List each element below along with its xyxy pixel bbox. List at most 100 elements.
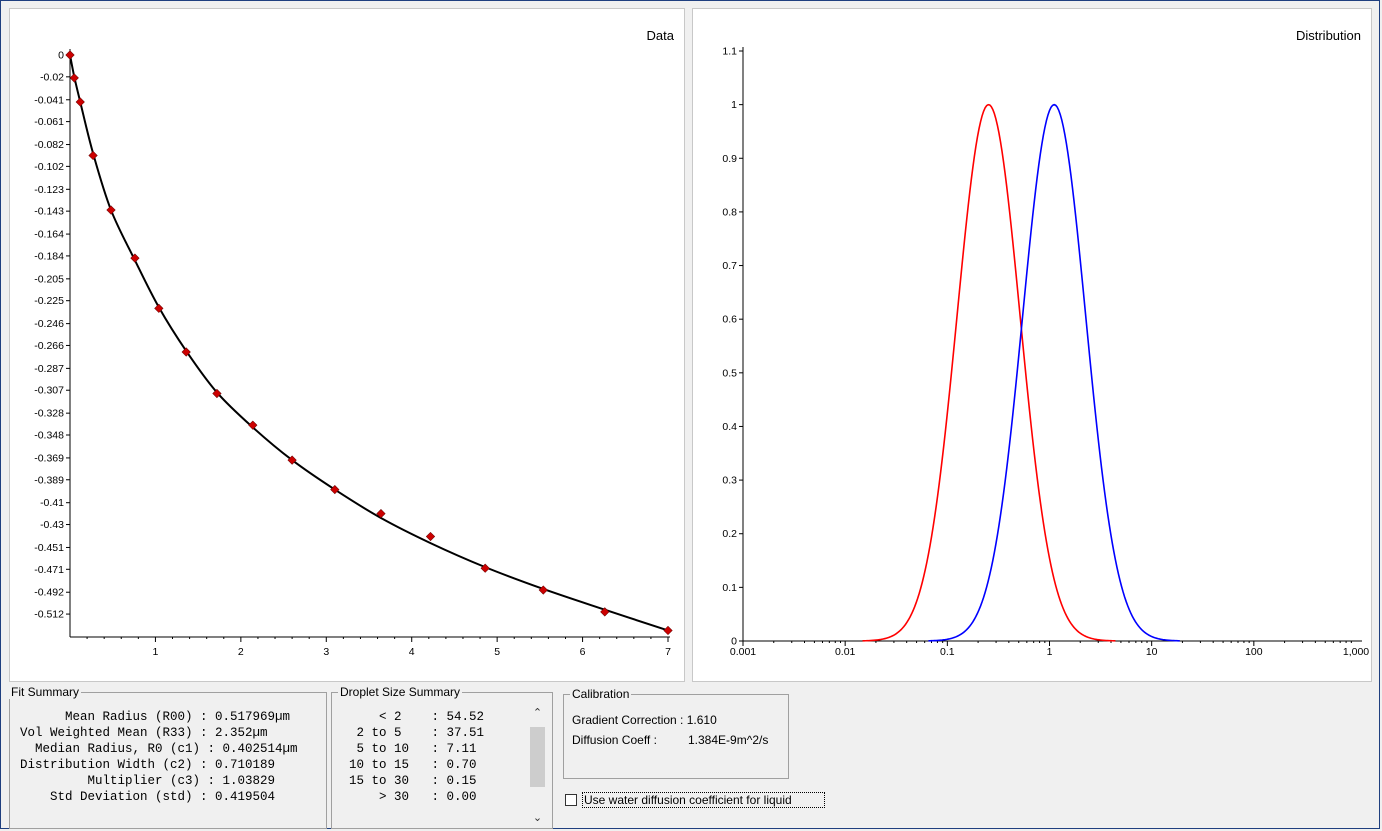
- y-tick-label: -0.389: [34, 474, 64, 486]
- gradient-correction-label: Gradient Correction : 1.610: [572, 713, 717, 727]
- distribution-series-line: [928, 103, 1180, 642]
- x-tick-label: 0.001: [730, 646, 756, 658]
- data-point: [663, 625, 673, 636]
- y-tick-label: -0.369: [34, 452, 64, 464]
- y-tick-label: -0.041: [34, 94, 64, 106]
- y-tick-label: -0.43: [40, 519, 64, 531]
- x-tick-label: 1: [1047, 646, 1053, 658]
- data-point: [212, 388, 222, 399]
- x-tick-label: 1: [153, 646, 159, 658]
- data-point: [376, 509, 386, 519]
- water-diffusion-checkbox-label[interactable]: Use water diffusion coefficient for liqu…: [584, 793, 792, 807]
- distribution-chart-title: Distribution: [1295, 28, 1361, 43]
- y-tick-label: -0.164: [34, 229, 64, 241]
- fit-summary-line: Vol Weighted Mean (R33) : 2.352µm: [20, 726, 268, 740]
- distribution-chart-panel: Distribution 0 0.1 0.2 0.3 0.4 0.5 0.6 0.7 0.8 0.…: [692, 8, 1372, 682]
- y-tick-label: -0.512: [34, 609, 64, 621]
- fit-summary-group: Fit Summary Mean Radius (R00) : 0.517969…: [9, 685, 327, 829]
- data-point: [88, 150, 98, 161]
- fit-summary-line: Distribution Width (c2) : 0.710189: [20, 758, 276, 772]
- y-tick-label: 0: [58, 50, 64, 62]
- y-tick-label: -0.492: [34, 587, 64, 599]
- data-point: [425, 531, 436, 542]
- data-chart-panel: Data 0 -0.02 -0.041 -0.061 -0.082 -0.102 -0.12…: [9, 8, 685, 682]
- y-tick-label: -0.102: [34, 161, 64, 173]
- data-point: [600, 607, 610, 617]
- data-point: [65, 50, 75, 60]
- scroll-up-icon[interactable]: ⌃: [532, 707, 543, 719]
- y-tick-label: -0.307: [34, 385, 64, 397]
- y-tick-label: 1.1: [722, 46, 737, 58]
- water-diffusion-checkbox-row[interactable]: Use water diffusion coefficient for liqu…: [565, 792, 827, 810]
- y-tick-label: -0.451: [34, 542, 64, 554]
- fit-summary-line: Median Radius, R0 (c1) : 0.402514µm: [20, 742, 298, 756]
- droplet-size-row: 2 to 5 : 37.51: [334, 726, 485, 740]
- data-point: [287, 455, 297, 465]
- y-tick-label: -0.266: [34, 340, 64, 352]
- fit-summary-line: Std Deviation (std) : 0.419504: [20, 790, 276, 804]
- y-tick-label: -0.205: [34, 273, 64, 285]
- x-tick-label: 0.01: [835, 646, 856, 658]
- data-point: [69, 73, 79, 83]
- data-chart-title: Data: [646, 28, 674, 43]
- scroll-down-icon[interactable]: ⌄: [532, 812, 543, 824]
- data-point: [130, 253, 140, 263]
- fit-curve: [69, 54, 669, 632]
- y-tick-label: -0.246: [34, 318, 64, 330]
- y-tick-label: -0.02: [40, 71, 64, 83]
- droplet-size-row: < 2 : 54.52: [334, 710, 485, 724]
- y-tick-label: -0.123: [34, 184, 64, 196]
- droplet-size-list[interactable]: < 2 : 54.52 2 to 5 : 37.51 5 to 10 : 7.1…: [334, 701, 530, 827]
- distribution-chart: 0 0.1 0.2 0.3 0.4 0.5 0.6 0.7 0.8 0.9 1 1.1 0.001 0.0…: [722, 46, 1369, 659]
- droplet-size-summary-title: Droplet Size Summary: [338, 685, 463, 699]
- data-point: [330, 484, 340, 495]
- data-point: [154, 303, 164, 313]
- y-tick-label: -0.328: [34, 408, 64, 420]
- diffusion-coeff-label: Diffusion Coeff :: [572, 733, 657, 747]
- y-tick-label: -0.184: [34, 250, 64, 262]
- y-tick-label: -0.082: [34, 139, 64, 151]
- water-diffusion-focus-rect: [582, 792, 825, 808]
- data-point: [181, 347, 191, 357]
- x-tick-label: 4: [409, 646, 415, 658]
- droplet-size-summary-group: Droplet Size Summary < 2 : 54.52 2 to 5 …: [331, 685, 553, 829]
- y-tick-label: -0.41: [40, 497, 64, 509]
- calibration-group: Calibration Gradient Correction : 1.610 …: [563, 687, 789, 779]
- water-diffusion-checkbox[interactable]: [565, 794, 577, 806]
- data-chart: 0 -0.02 -0.041 -0.061 -0.082 -0.102 -0.123 -0.1…: [34, 49, 673, 658]
- droplet-size-row: 10 to 15 : 0.70: [334, 758, 477, 772]
- x-tick-label: 3: [323, 646, 329, 658]
- x-tick-label: 10: [1146, 646, 1158, 658]
- droplet-size-scrollbar[interactable]: ⌃ ⌄: [529, 703, 546, 828]
- x-tick-label: 1,000: [1343, 646, 1369, 658]
- data-point: [480, 563, 490, 573]
- x-tick-label: 7: [665, 646, 671, 658]
- data-point: [75, 97, 85, 107]
- y-tick-label: 0: [731, 636, 737, 648]
- data-point: [248, 420, 258, 430]
- y-tick-label: -0.143: [34, 206, 64, 218]
- y-tick-label: 0.4: [722, 421, 737, 433]
- y-tick-label: 0.3: [722, 475, 737, 487]
- y-tick-label: 0.8: [722, 206, 737, 218]
- y-tick-label: -0.348: [34, 429, 64, 441]
- fit-summary-line: Mean Radius (R00) : 0.517969µm: [20, 710, 291, 724]
- droplet-size-row: > 30 : 0.00: [334, 790, 477, 804]
- distribution-series-line: [862, 103, 1116, 642]
- x-tick-label: 6: [580, 646, 586, 658]
- y-tick-label: 1: [731, 99, 737, 111]
- y-tick-label: -0.471: [34, 564, 64, 576]
- data-point: [538, 585, 548, 595]
- data-point: [106, 205, 116, 215]
- y-tick-label: 0.9: [722, 153, 737, 165]
- droplet-size-row: 15 to 30 : 0.15: [334, 774, 477, 788]
- y-tick-label: 0.7: [722, 260, 737, 272]
- scroll-thumb[interactable]: [530, 727, 545, 787]
- x-tick-label: 0.1: [940, 646, 955, 658]
- y-tick-label: -0.225: [34, 295, 64, 307]
- y-tick-label: -0.287: [34, 363, 64, 375]
- x-tick-label: 2: [238, 646, 244, 658]
- y-tick-label: -0.061: [34, 116, 64, 128]
- calibration-title: Calibration: [570, 687, 632, 701]
